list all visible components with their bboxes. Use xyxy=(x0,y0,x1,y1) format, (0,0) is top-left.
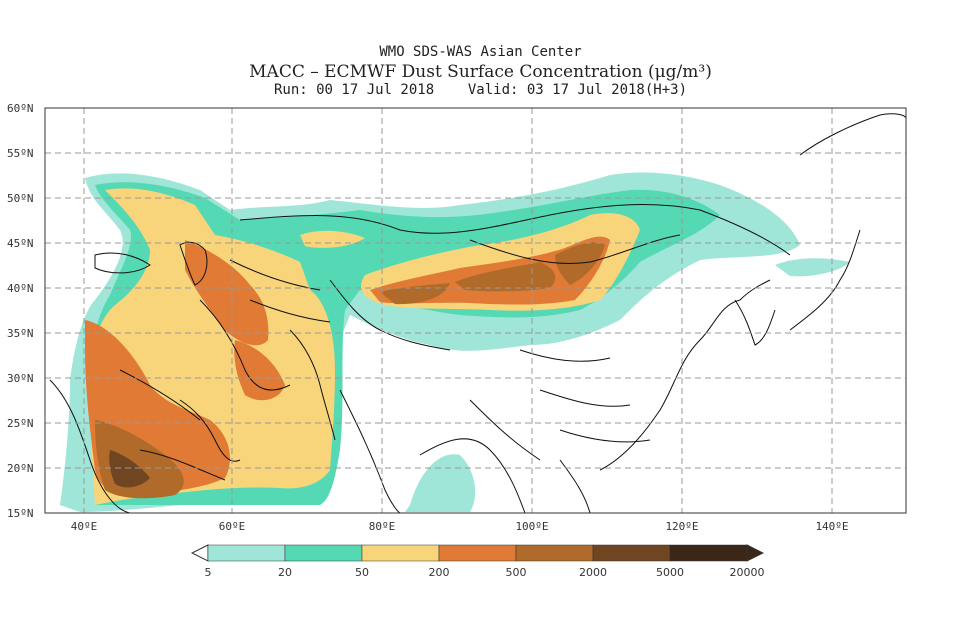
border-china-west xyxy=(329,279,451,351)
colorbar-left-arrow xyxy=(190,544,209,562)
run-valid-line: Run: 00 17 Jul 2018 Valid: 03 17 Jul 201… xyxy=(0,82,961,98)
valid-time: Valid: 03 17 Jul 2018(H+3) xyxy=(467,82,688,98)
lat-label: 45ºN xyxy=(7,237,34,250)
product-title: MACC – ECMWF Dust Surface Concentration … xyxy=(249,62,712,82)
dust-level-5-taklimakan xyxy=(380,283,450,305)
colorbar-label: 20 xyxy=(278,566,292,579)
coastline-japan xyxy=(789,229,861,331)
coastline-bay xyxy=(419,438,526,513)
coastline-korea xyxy=(734,299,776,346)
lat-label: 20ºN xyxy=(7,462,34,475)
colorbar-swatch xyxy=(438,544,517,562)
black-sea xyxy=(94,252,151,274)
border-seasia xyxy=(469,399,591,513)
colorbar-swatch xyxy=(669,544,748,562)
coastline-china-east xyxy=(599,279,771,471)
center-title: WMO SDS-WAS Asian Center xyxy=(379,44,582,60)
lat-label: 55ºN xyxy=(7,147,34,160)
colorbar-label: 5 xyxy=(205,566,212,579)
colorbar-swatch xyxy=(207,544,286,562)
dust-level-6-arabia xyxy=(109,450,150,488)
dust-level-1-east xyxy=(775,258,850,277)
colorbar-swatch xyxy=(284,544,363,562)
colorbar-label: 200 xyxy=(429,566,450,579)
border-china-provinces xyxy=(519,349,651,443)
lon-label: 60ºE xyxy=(219,520,246,533)
lon-label: 40ºE xyxy=(71,520,98,533)
dust-level-5-gobi xyxy=(455,262,556,292)
colorbar-swatch xyxy=(515,544,594,562)
colorbar-label: 5000 xyxy=(656,566,684,579)
colorbar-right-arrow xyxy=(746,544,765,562)
lat-label: 25ºN xyxy=(7,417,34,430)
lat-label: 35ºN xyxy=(7,327,34,340)
graticule xyxy=(45,108,906,513)
border-pakistan xyxy=(289,329,336,441)
caspian-sea xyxy=(179,241,208,286)
lat-labels: 15ºN 20ºN 25ºN 30ºN 35ºN 40ºN 45ºN 50ºN … xyxy=(7,102,34,520)
border-russia-china xyxy=(239,204,791,256)
dust-level-4-iran xyxy=(234,340,285,401)
border-arabia xyxy=(119,369,226,481)
colorbar-label: 50 xyxy=(355,566,369,579)
run-time: Run: 00 17 Jul 2018 xyxy=(273,82,435,98)
map-frame xyxy=(44,107,907,514)
dust-level-1-south xyxy=(405,454,476,512)
lon-label: 140ºE xyxy=(815,520,848,533)
coastline-arabia xyxy=(49,379,131,513)
dust-fields xyxy=(45,108,906,513)
lon-label: 80ºE xyxy=(369,520,396,533)
colorbar-label: 500 xyxy=(506,566,527,579)
dust-level-3-bits xyxy=(300,230,365,248)
lat-label: 40ºN xyxy=(7,282,34,295)
colorbar-label: 2000 xyxy=(579,566,607,579)
coastline-russia-east xyxy=(799,113,906,156)
colorbar-label: 20000 xyxy=(730,566,765,579)
colorbar-swatch xyxy=(592,544,671,562)
dust-level-4-central xyxy=(185,240,269,346)
border-iran xyxy=(199,299,291,391)
colorbar-swatch xyxy=(361,544,440,562)
coastline-india xyxy=(339,389,401,513)
lon-labels: 40ºE 60ºE 80ºE 100ºE 120ºE 140ºE xyxy=(71,520,849,533)
lat-label: 30ºN xyxy=(7,372,34,385)
lat-label: 60ºN xyxy=(7,102,34,115)
colorbar: 5 20 50 200 500 2000 5000 20000 xyxy=(190,544,765,579)
borders xyxy=(49,113,906,513)
lon-label: 120ºE xyxy=(665,520,698,533)
lat-label: 50ºN xyxy=(7,192,34,205)
lat-label: 15ºN xyxy=(7,507,34,520)
lon-label: 100ºE xyxy=(515,520,548,533)
